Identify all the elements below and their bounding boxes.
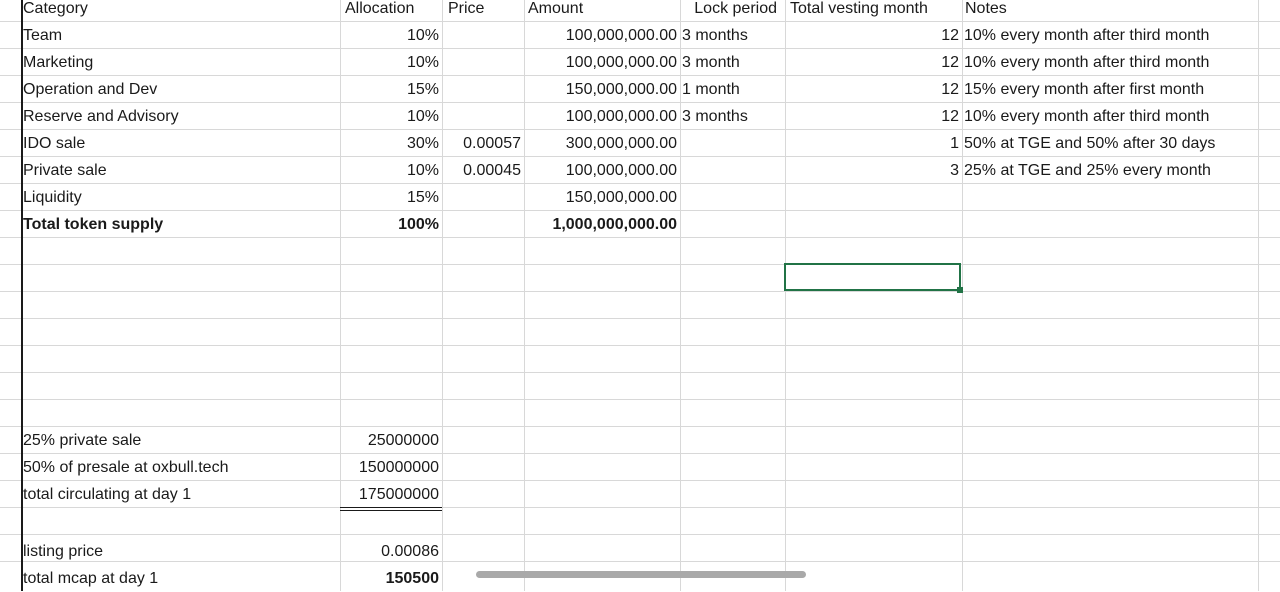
cell-lock-period[interactable]	[680, 130, 785, 157]
column-divider	[442, 0, 443, 591]
cell-notes[interactable]: 25% at TGE and 25% every month	[964, 162, 1211, 179]
cell-price[interactable]	[442, 103, 524, 130]
cell-price[interactable]	[442, 22, 524, 49]
cell-allocation[interactable]: 10%	[406, 27, 439, 44]
cell-circ-label[interactable]: 50% of presale at oxbull.tech	[23, 459, 229, 476]
cell-amount[interactable]: 100,000,000.00	[565, 108, 677, 125]
cell-lock-period[interactable]: 1 month	[682, 81, 740, 98]
cell-circ-value[interactable]: 150000000	[358, 459, 439, 476]
cell-amount[interactable]: 100,000,000.00	[565, 27, 677, 44]
header-total-vesting-month[interactable]: Total vesting month	[790, 0, 928, 17]
horizontal-scrollbar[interactable]	[476, 571, 806, 578]
cell-vesting[interactable]: 12	[941, 81, 959, 98]
cell-vesting[interactable]: 1	[950, 135, 959, 152]
cell-total-amount[interactable]: 1,000,000,000.00	[552, 216, 677, 233]
listing-row: listing price 0.00086	[0, 538, 1280, 565]
cell-amount[interactable]: 150,000,000.00	[565, 189, 677, 206]
circulation-row: 25% private sale 25000000	[0, 427, 1280, 454]
cell-circ-label[interactable]: 25% private sale	[23, 432, 142, 449]
cell-notes[interactable]: 50% at TGE and 50% after 30 days	[964, 135, 1216, 152]
table-row: Operation and Dev 15% 150,000,000.00 1 m…	[0, 76, 1280, 103]
header-allocation[interactable]: Allocation	[345, 0, 415, 17]
cell-mcap-value[interactable]: 150500	[385, 570, 439, 587]
cell-lock-period[interactable]	[680, 157, 785, 184]
cell-price[interactable]: 0.00057	[463, 135, 521, 152]
header-category[interactable]: Category	[23, 0, 88, 17]
cell-circ-value[interactable]: 25000000	[367, 432, 439, 449]
selected-cell[interactable]	[784, 263, 961, 291]
column-divider	[680, 0, 681, 591]
cell-price[interactable]: 0.00045	[463, 162, 521, 179]
cell-listing-label[interactable]: listing price	[23, 543, 104, 560]
cell-lock-period[interactable]: 3 month	[682, 54, 740, 71]
circulation-row: 50% of presale at oxbull.tech 150000000	[0, 454, 1280, 481]
cell-allocation[interactable]: 30%	[406, 135, 439, 152]
left-border	[21, 0, 23, 591]
cell-total-allocation[interactable]: 100%	[398, 216, 439, 233]
table-row: Reserve and Advisory 10% 100,000,000.00 …	[0, 103, 1280, 130]
cell-price[interactable]	[442, 76, 524, 103]
cell-total-label[interactable]: Total token supply	[23, 216, 164, 233]
cell-listing-value[interactable]: 0.00086	[381, 543, 439, 560]
table-row: Liquidity 15% 150,000,000.00	[0, 184, 1280, 211]
table-row: Private sale 10% 0.00045 100,000,000.00 …	[0, 157, 1280, 184]
cell-price[interactable]	[442, 49, 524, 76]
column-divider	[340, 0, 341, 591]
cell-category[interactable]: Liquidity	[23, 189, 82, 206]
total-row: Total token supply 100% 1,000,000,000.00	[0, 211, 1280, 238]
cell-vesting[interactable]: 12	[941, 54, 959, 71]
cell-allocation[interactable]: 10%	[406, 108, 439, 125]
header-notes[interactable]: Notes	[965, 0, 1007, 17]
cell-allocation[interactable]: 15%	[406, 81, 439, 98]
table-row: Marketing 10% 100,000,000.00 3 month 12 …	[0, 49, 1280, 76]
cell-category[interactable]: Marketing	[23, 54, 94, 71]
cell-notes[interactable]	[962, 184, 1258, 211]
cell-notes[interactable]: 10% every month after third month	[964, 54, 1210, 71]
cell-category[interactable]: Private sale	[23, 162, 107, 179]
table-row: Team 10% 100,000,000.00 3 months 12 10% …	[0, 22, 1280, 49]
header-row: Category Allocation Price Amount Lock pe…	[0, 0, 1280, 27]
cell-amount[interactable]: 300,000,000.00	[565, 135, 677, 152]
cell-vesting[interactable]: 3	[950, 162, 959, 179]
cell-notes[interactable]: 10% every month after third month	[964, 108, 1210, 125]
table-row: IDO sale 30% 0.00057 300,000,000.00 1 50…	[0, 130, 1280, 157]
cell-vesting[interactable]: 12	[941, 27, 959, 44]
cell-lock-period[interactable]: 3 months	[682, 108, 748, 125]
cell-lock-period[interactable]	[680, 184, 785, 211]
cell-category[interactable]: IDO sale	[23, 135, 86, 152]
cell-circ-value[interactable]: 175000000	[358, 486, 439, 503]
column-divider	[1258, 0, 1259, 591]
cell-amount[interactable]: 100,000,000.00	[565, 54, 677, 71]
cell-amount[interactable]: 100,000,000.00	[565, 162, 677, 179]
cell-category[interactable]: Reserve and Advisory	[23, 108, 179, 125]
cell-amount[interactable]: 150,000,000.00	[565, 81, 677, 98]
double-underline	[340, 507, 442, 511]
cell-allocation[interactable]: 10%	[406, 162, 439, 179]
cell-lock-period[interactable]: 3 months	[682, 27, 748, 44]
column-divider	[785, 0, 786, 591]
header-amount[interactable]: Amount	[528, 0, 584, 17]
fill-handle[interactable]	[957, 287, 963, 293]
cell-notes[interactable]: 15% every month after first month	[964, 81, 1205, 98]
header-price[interactable]: Price	[448, 0, 485, 17]
cell-circ-label[interactable]: total circulating at day 1	[23, 486, 192, 503]
cell-price[interactable]	[442, 184, 524, 211]
column-divider	[962, 0, 963, 591]
cell-category[interactable]: Operation and Dev	[23, 81, 158, 98]
column-divider	[524, 0, 525, 591]
cell-allocation[interactable]: 10%	[406, 54, 439, 71]
cell-vesting[interactable]: 12	[941, 108, 959, 125]
cell-vesting[interactable]	[785, 184, 962, 211]
cell-mcap-label[interactable]: total mcap at day 1	[23, 570, 159, 587]
cell-notes[interactable]: 10% every month after third month	[964, 27, 1210, 44]
circulation-row: total circulating at day 1 175000000	[0, 481, 1280, 508]
mcap-row: total mcap at day 1 150500	[0, 565, 1280, 592]
cell-category[interactable]: Team	[23, 27, 63, 44]
cell-allocation[interactable]: 15%	[406, 189, 439, 206]
header-lock-period[interactable]: Lock period	[694, 0, 777, 17]
